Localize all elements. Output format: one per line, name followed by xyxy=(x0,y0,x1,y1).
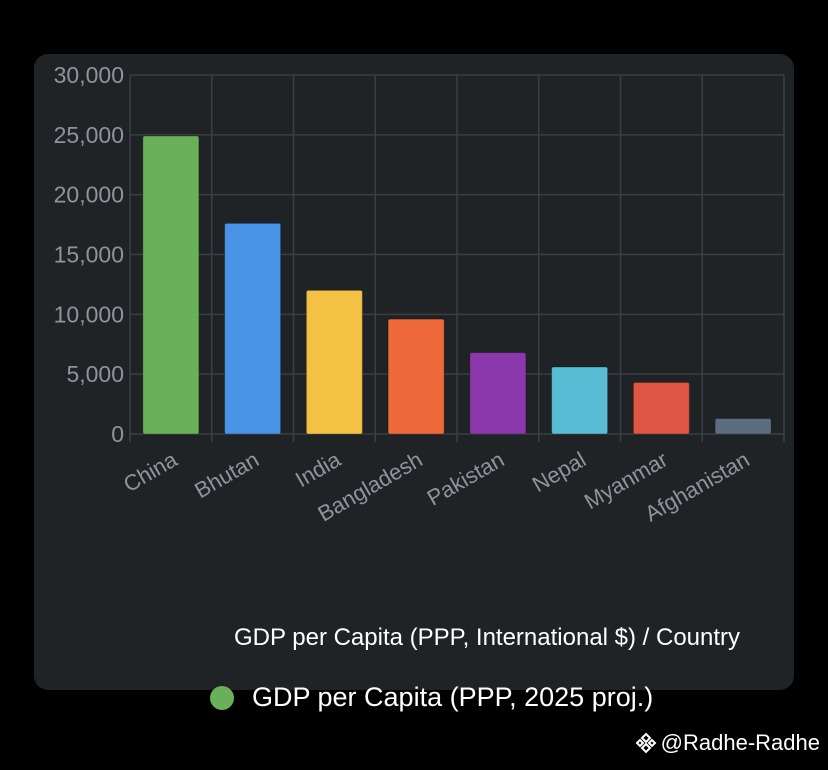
bar-myanmar xyxy=(632,382,690,435)
bar-afghanistan xyxy=(714,417,772,435)
x-axis-title: GDP per Capita (PPP, International $) / … xyxy=(234,624,741,651)
x-tick-label: India xyxy=(291,446,345,492)
x-tick-label: Bhutan xyxy=(190,447,263,504)
y-tick-label: 5,000 xyxy=(66,361,124,387)
bar-pakistan xyxy=(469,352,527,435)
legend-swatch xyxy=(210,685,234,710)
y-tick-label: 20,000 xyxy=(54,182,124,208)
x-tick-label: Pakistan xyxy=(423,447,509,511)
bar-india xyxy=(305,289,363,435)
bar-bangladesh xyxy=(387,318,445,435)
bar-bhutan xyxy=(224,222,282,435)
legend-label: GDP per Capita (PPP, 2025 proj.) xyxy=(252,682,654,712)
bar-nepal xyxy=(551,366,609,435)
x-tick-label: China xyxy=(119,446,182,497)
y-tick-label: 30,000 xyxy=(54,62,124,88)
bar-chart: 0 5,000 10,000 15,000 20,000 25,000 30,000 Chin… xyxy=(54,62,785,526)
watermark-text: @Radhe-Radhe xyxy=(660,730,820,755)
binance-diamond-icon xyxy=(635,732,657,754)
y-tick-label: 10,000 xyxy=(54,301,124,327)
y-tick-label: 15,000 xyxy=(54,242,124,268)
x-tick-label: Nepal xyxy=(528,447,590,497)
bar-china xyxy=(142,135,200,435)
chart-card: 0 5,000 10,000 15,000 20,000 25,000 30,000 Chin… xyxy=(34,54,794,712)
legend[interactable]: GDP per Capita (PPP, 2025 proj.) xyxy=(210,682,653,713)
y-tick-label: 0 xyxy=(111,421,124,447)
watermark: @Radhe-Radhe xyxy=(635,730,820,756)
y-tick-label: 25,000 xyxy=(54,122,124,148)
